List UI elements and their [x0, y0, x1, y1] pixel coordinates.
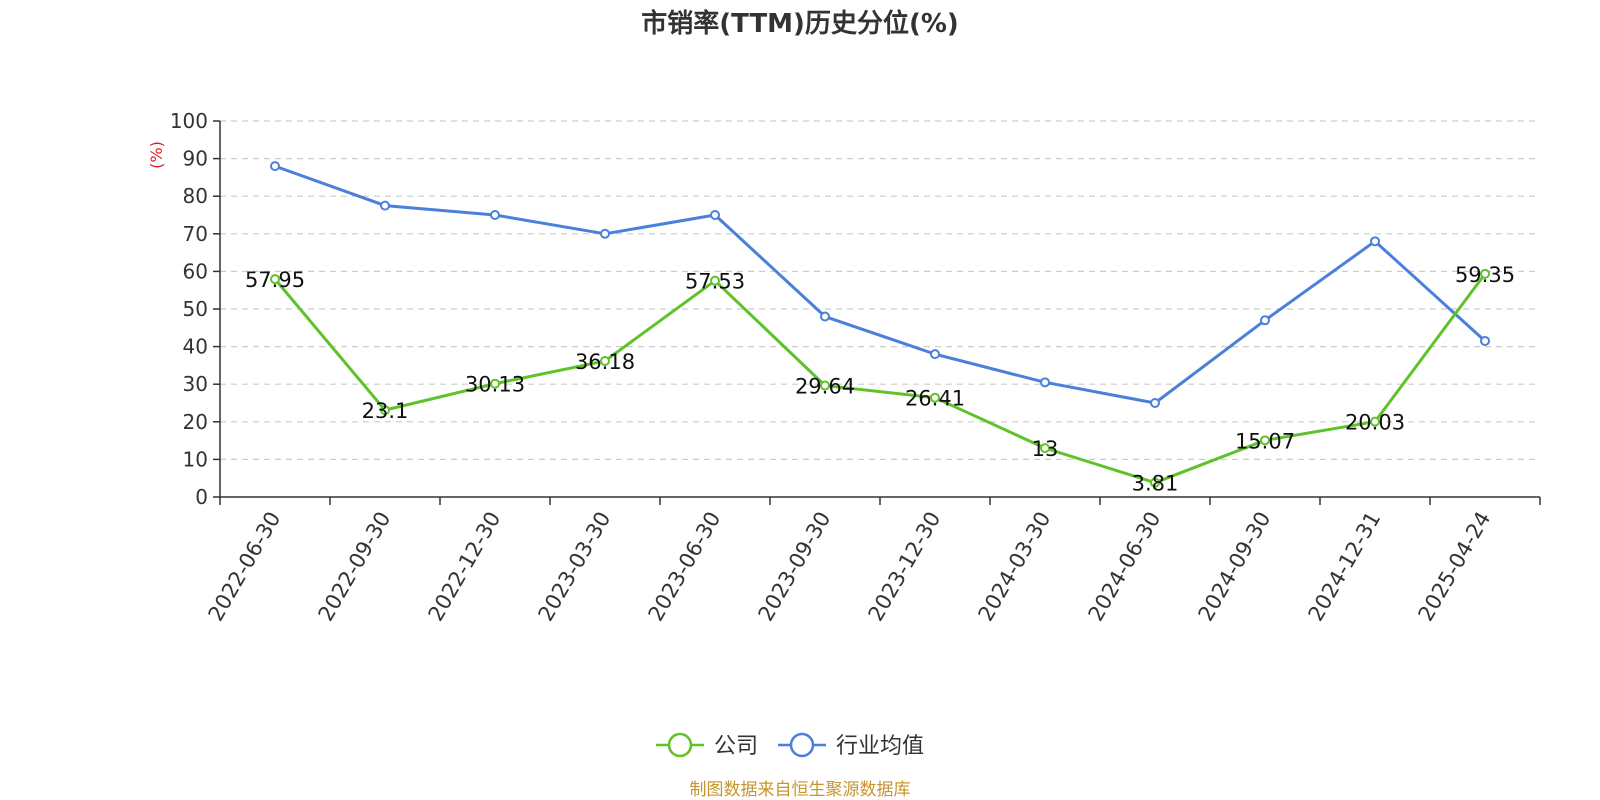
- data-point-行业均值-2023-06-30[interactable]: [710, 210, 720, 220]
- legend-item-行业均值[interactable]: 行业均值: [778, 732, 924, 759]
- data-label-公司-2023-03-30: 36.18: [575, 350, 635, 374]
- y-tick-label-20: 20: [183, 410, 208, 434]
- legend[interactable]: 公司 行业均值: [656, 732, 924, 759]
- data-point-公司-2023-09-30[interactable]: [820, 380, 830, 391]
- source-note: 制图数据来自恒生聚源数据库: [690, 780, 911, 800]
- series-line-行业均值: [274, 164, 1487, 405]
- data-point-行业均值-2023-03-30[interactable]: [600, 228, 610, 239]
- y-tick-label-90: 90: [183, 147, 208, 171]
- data-label-公司-2023-12-30: 26.41: [905, 387, 965, 411]
- x-tick-label-2024-03-30: 2024-03-30: [974, 508, 1056, 626]
- data-point-行业均值-2023-12-30[interactable]: [930, 349, 940, 360]
- x-tick-label-2024-06-30: 2024-06-30: [1084, 508, 1166, 626]
- y-tick-label-30: 30: [183, 372, 208, 396]
- data-point-行业均值-2025-04-24[interactable]: [1480, 335, 1490, 346]
- data-point-公司-2022-06-30[interactable]: [270, 274, 280, 285]
- data-point-公司-2023-12-30[interactable]: [930, 392, 940, 403]
- data-label-公司-2023-09-30: 29.64: [795, 375, 855, 399]
- data-label-公司-2024-12-31: 20.03: [1345, 411, 1405, 435]
- data-point-公司-2024-09-30[interactable]: [1260, 435, 1270, 446]
- data-label-公司-2022-12-30: 30.13: [465, 373, 525, 397]
- data-point-公司-2024-06-30[interactable]: [1150, 477, 1160, 488]
- data-label-公司-2022-06-30: 57.95: [245, 268, 305, 292]
- data-label-公司-2024-03-30: 13: [1032, 437, 1059, 461]
- y-tick-label-50: 50: [183, 297, 208, 321]
- data-point-行业均值-2024-12-31[interactable]: [1370, 236, 1380, 247]
- data-point-公司-2024-03-30[interactable]: [1040, 443, 1050, 454]
- data-label-公司-2022-09-30: 23.1: [362, 399, 409, 423]
- y-tick-label-0: 0: [195, 485, 208, 509]
- data-label-公司-2023-06-30: 57.53: [685, 270, 745, 294]
- legend-marker-行业均值: [789, 732, 815, 758]
- data-point-行业均值-2022-12-30[interactable]: [490, 210, 500, 220]
- data-label-公司-2025-04-24: 59.35: [1455, 263, 1515, 287]
- data-point-行业均值-2022-09-30[interactable]: [380, 200, 390, 211]
- data-label-layer: 57.95 23.1 30.13 36.18 57.53 29.64 26.41 13 3.81…: [245, 263, 1515, 496]
- x-tick-label-2023-12-30: 2023-12-30: [864, 508, 946, 626]
- data-point-公司-2022-12-30[interactable]: [490, 378, 500, 389]
- data-point-行业均值-2024-06-30[interactable]: [1150, 398, 1160, 408]
- legend-item-公司[interactable]: 公司: [656, 732, 758, 759]
- x-tick-label-2022-09-30: 2022-09-30: [314, 508, 396, 626]
- chart-title: 市销率(TTM)历史分位(%): [641, 8, 959, 39]
- data-point-行业均值-2024-03-30[interactable]: [1040, 377, 1050, 388]
- x-tick-label-2024-09-30: 2024-09-30: [1194, 508, 1276, 626]
- series-layer: [270, 161, 1490, 488]
- axis-layer: 0 10 20 30 40 50 60 70 80 90 100 2022-06-30 2022-09-…: [170, 109, 1541, 626]
- grid-layer: [220, 120, 1540, 460]
- x-tick-label-2022-12-30: 2022-12-30: [424, 508, 506, 626]
- data-point-公司-2023-03-30[interactable]: [600, 355, 610, 366]
- x-tick-label-2024-12-31: 2024-12-31: [1304, 508, 1386, 626]
- y-tick-label-10: 10: [183, 447, 208, 471]
- y-tick-label-60: 60: [183, 259, 208, 283]
- x-tick-label-2022-06-30: 2022-06-30: [204, 508, 286, 626]
- y-tick-label-40: 40: [183, 335, 208, 359]
- legend-label-公司: 公司: [714, 734, 758, 759]
- y-tick-label-100: 100: [170, 109, 208, 133]
- data-point-公司-2024-12-31[interactable]: [1370, 416, 1380, 427]
- data-point-行业均值-2023-09-30[interactable]: [820, 311, 830, 322]
- data-point-公司-2022-09-30[interactable]: [380, 405, 390, 416]
- x-tick-label-2023-06-30: 2023-06-30: [644, 508, 726, 626]
- data-label-公司-2024-06-30: 3.81: [1132, 472, 1179, 496]
- data-point-公司-2023-06-30[interactable]: [710, 275, 720, 286]
- data-point-行业均值-2022-06-30[interactable]: [270, 161, 280, 172]
- x-tick-label-2023-09-30: 2023-09-30: [754, 508, 836, 626]
- data-label-公司-2024-09-30: 15.07: [1235, 429, 1295, 453]
- series-line-公司: [273, 272, 1487, 485]
- legend-marker-公司: [667, 732, 693, 758]
- legend-label-行业均值: 行业均值: [836, 734, 924, 759]
- y-tick-label-80: 80: [183, 184, 208, 208]
- y-axis-unit-label: (%): [147, 141, 166, 169]
- data-point-公司-2025-04-24[interactable]: [1480, 268, 1490, 279]
- data-point-行业均值-2024-09-30[interactable]: [1260, 315, 1270, 326]
- x-tick-label-2025-04-24: 2025-04-24: [1414, 508, 1496, 626]
- x-tick-label-2023-03-30: 2023-03-30: [534, 508, 616, 626]
- y-tick-label-70: 70: [183, 222, 208, 246]
